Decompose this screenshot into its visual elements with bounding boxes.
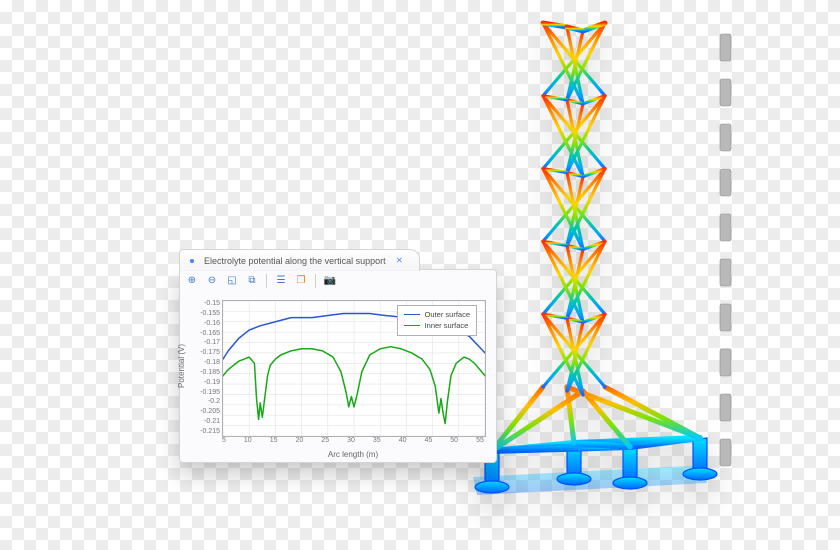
y-tick: -0.215	[200, 428, 220, 435]
tower-structure	[455, 15, 735, 520]
chart-tab-marker: ⨯	[396, 255, 404, 266]
x-tick: 10	[244, 437, 252, 444]
y-tick: -0.16	[204, 320, 220, 327]
y-tick: -0.15	[204, 300, 220, 307]
x-tick: 45	[424, 437, 432, 444]
y-tick: -0.18	[204, 359, 220, 366]
y-tick: -0.205	[200, 408, 220, 415]
chart-x-label: Arc length (m)	[222, 450, 484, 459]
y-tick: -0.175	[200, 349, 220, 356]
y-tick: -0.19	[204, 379, 220, 386]
y-tick: -0.165	[200, 330, 220, 337]
plot-style-icon[interactable]: ☰	[273, 273, 289, 289]
chart-plot-area: Outer surfaceInner surface	[222, 300, 486, 437]
zoom-out-icon[interactable]: ⊖	[204, 273, 220, 289]
x-tick: 5	[222, 437, 226, 444]
chart-x-ticks: 5 10 15 20 25 30 35 40 45 50 55	[222, 437, 484, 444]
chart-tab-title: Electrolyte potential along the vertical…	[204, 256, 386, 266]
tower-base	[473, 387, 717, 495]
canvas: Electrolyte potential along the vertical…	[0, 0, 840, 550]
y-tick: -0.17	[204, 339, 220, 346]
zoom-box-icon[interactable]: ⧉	[244, 273, 260, 289]
chart-y-label: Potential (V)	[177, 270, 186, 462]
copy-icon[interactable]: ❐	[293, 273, 309, 289]
x-tick: 25	[321, 437, 329, 444]
x-tick: 40	[399, 437, 407, 444]
chart-tab[interactable]: Electrolyte potential along the vertical…	[179, 249, 420, 271]
x-tick: 55	[476, 437, 484, 444]
y-tick: -0.21	[204, 418, 220, 425]
tower-truss	[543, 23, 605, 395]
chart-y-ticks: -0.15 -0.155 -0.16 -0.165 -0.17 -0.175 -0.18 -0…	[188, 300, 220, 435]
x-tick: 50	[450, 437, 458, 444]
zoom-extents-icon[interactable]: ◱	[224, 273, 240, 289]
zoom-in-icon[interactable]: ⊕	[184, 273, 200, 289]
chart-toolbar: ⊕⊖◱⧉ ☰❐ 📷	[184, 273, 338, 289]
x-tick: 15	[270, 437, 278, 444]
y-tick: -0.185	[200, 369, 220, 376]
x-tick: 35	[373, 437, 381, 444]
y-tick: -0.155	[200, 310, 220, 317]
legend-item: Outer surface	[404, 309, 470, 320]
chart-legend: Outer surfaceInner surface	[397, 305, 477, 336]
y-tick: -0.2	[208, 398, 220, 405]
legend-item: Inner surface	[404, 320, 470, 331]
x-tick: 20	[296, 437, 304, 444]
chart-window: Electrolyte potential along the vertical…	[179, 269, 497, 463]
chart-tab-icon	[190, 259, 194, 263]
x-tick: 30	[347, 437, 355, 444]
snapshot-icon[interactable]: 📷	[322, 273, 338, 289]
y-tick: -0.195	[200, 389, 220, 396]
